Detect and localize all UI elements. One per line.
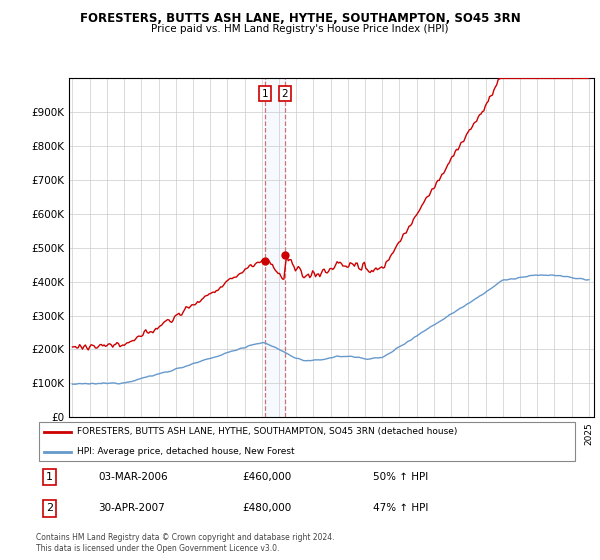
FancyBboxPatch shape — [39, 422, 575, 461]
Text: Price paid vs. HM Land Registry's House Price Index (HPI): Price paid vs. HM Land Registry's House … — [151, 24, 449, 34]
Text: FORESTERS, BUTTS ASH LANE, HYTHE, SOUTHAMPTON, SO45 3RN: FORESTERS, BUTTS ASH LANE, HYTHE, SOUTHA… — [80, 12, 520, 25]
Text: 30-APR-2007: 30-APR-2007 — [98, 503, 165, 514]
Text: 03-MAR-2006: 03-MAR-2006 — [98, 472, 168, 482]
Text: 1: 1 — [262, 88, 268, 99]
Text: 2: 2 — [46, 503, 53, 514]
Text: 50% ↑ HPI: 50% ↑ HPI — [373, 472, 428, 482]
Text: 1: 1 — [46, 472, 53, 482]
Text: HPI: Average price, detached house, New Forest: HPI: Average price, detached house, New … — [77, 447, 295, 456]
Text: 47% ↑ HPI: 47% ↑ HPI — [373, 503, 428, 514]
Text: Contains HM Land Registry data © Crown copyright and database right 2024.
This d: Contains HM Land Registry data © Crown c… — [36, 533, 335, 553]
Text: FORESTERS, BUTTS ASH LANE, HYTHE, SOUTHAMPTON, SO45 3RN (detached house): FORESTERS, BUTTS ASH LANE, HYTHE, SOUTHA… — [77, 427, 457, 436]
Text: £480,000: £480,000 — [242, 503, 292, 514]
Text: 2: 2 — [281, 88, 288, 99]
Text: £460,000: £460,000 — [242, 472, 292, 482]
Bar — [265, 78, 284, 417]
